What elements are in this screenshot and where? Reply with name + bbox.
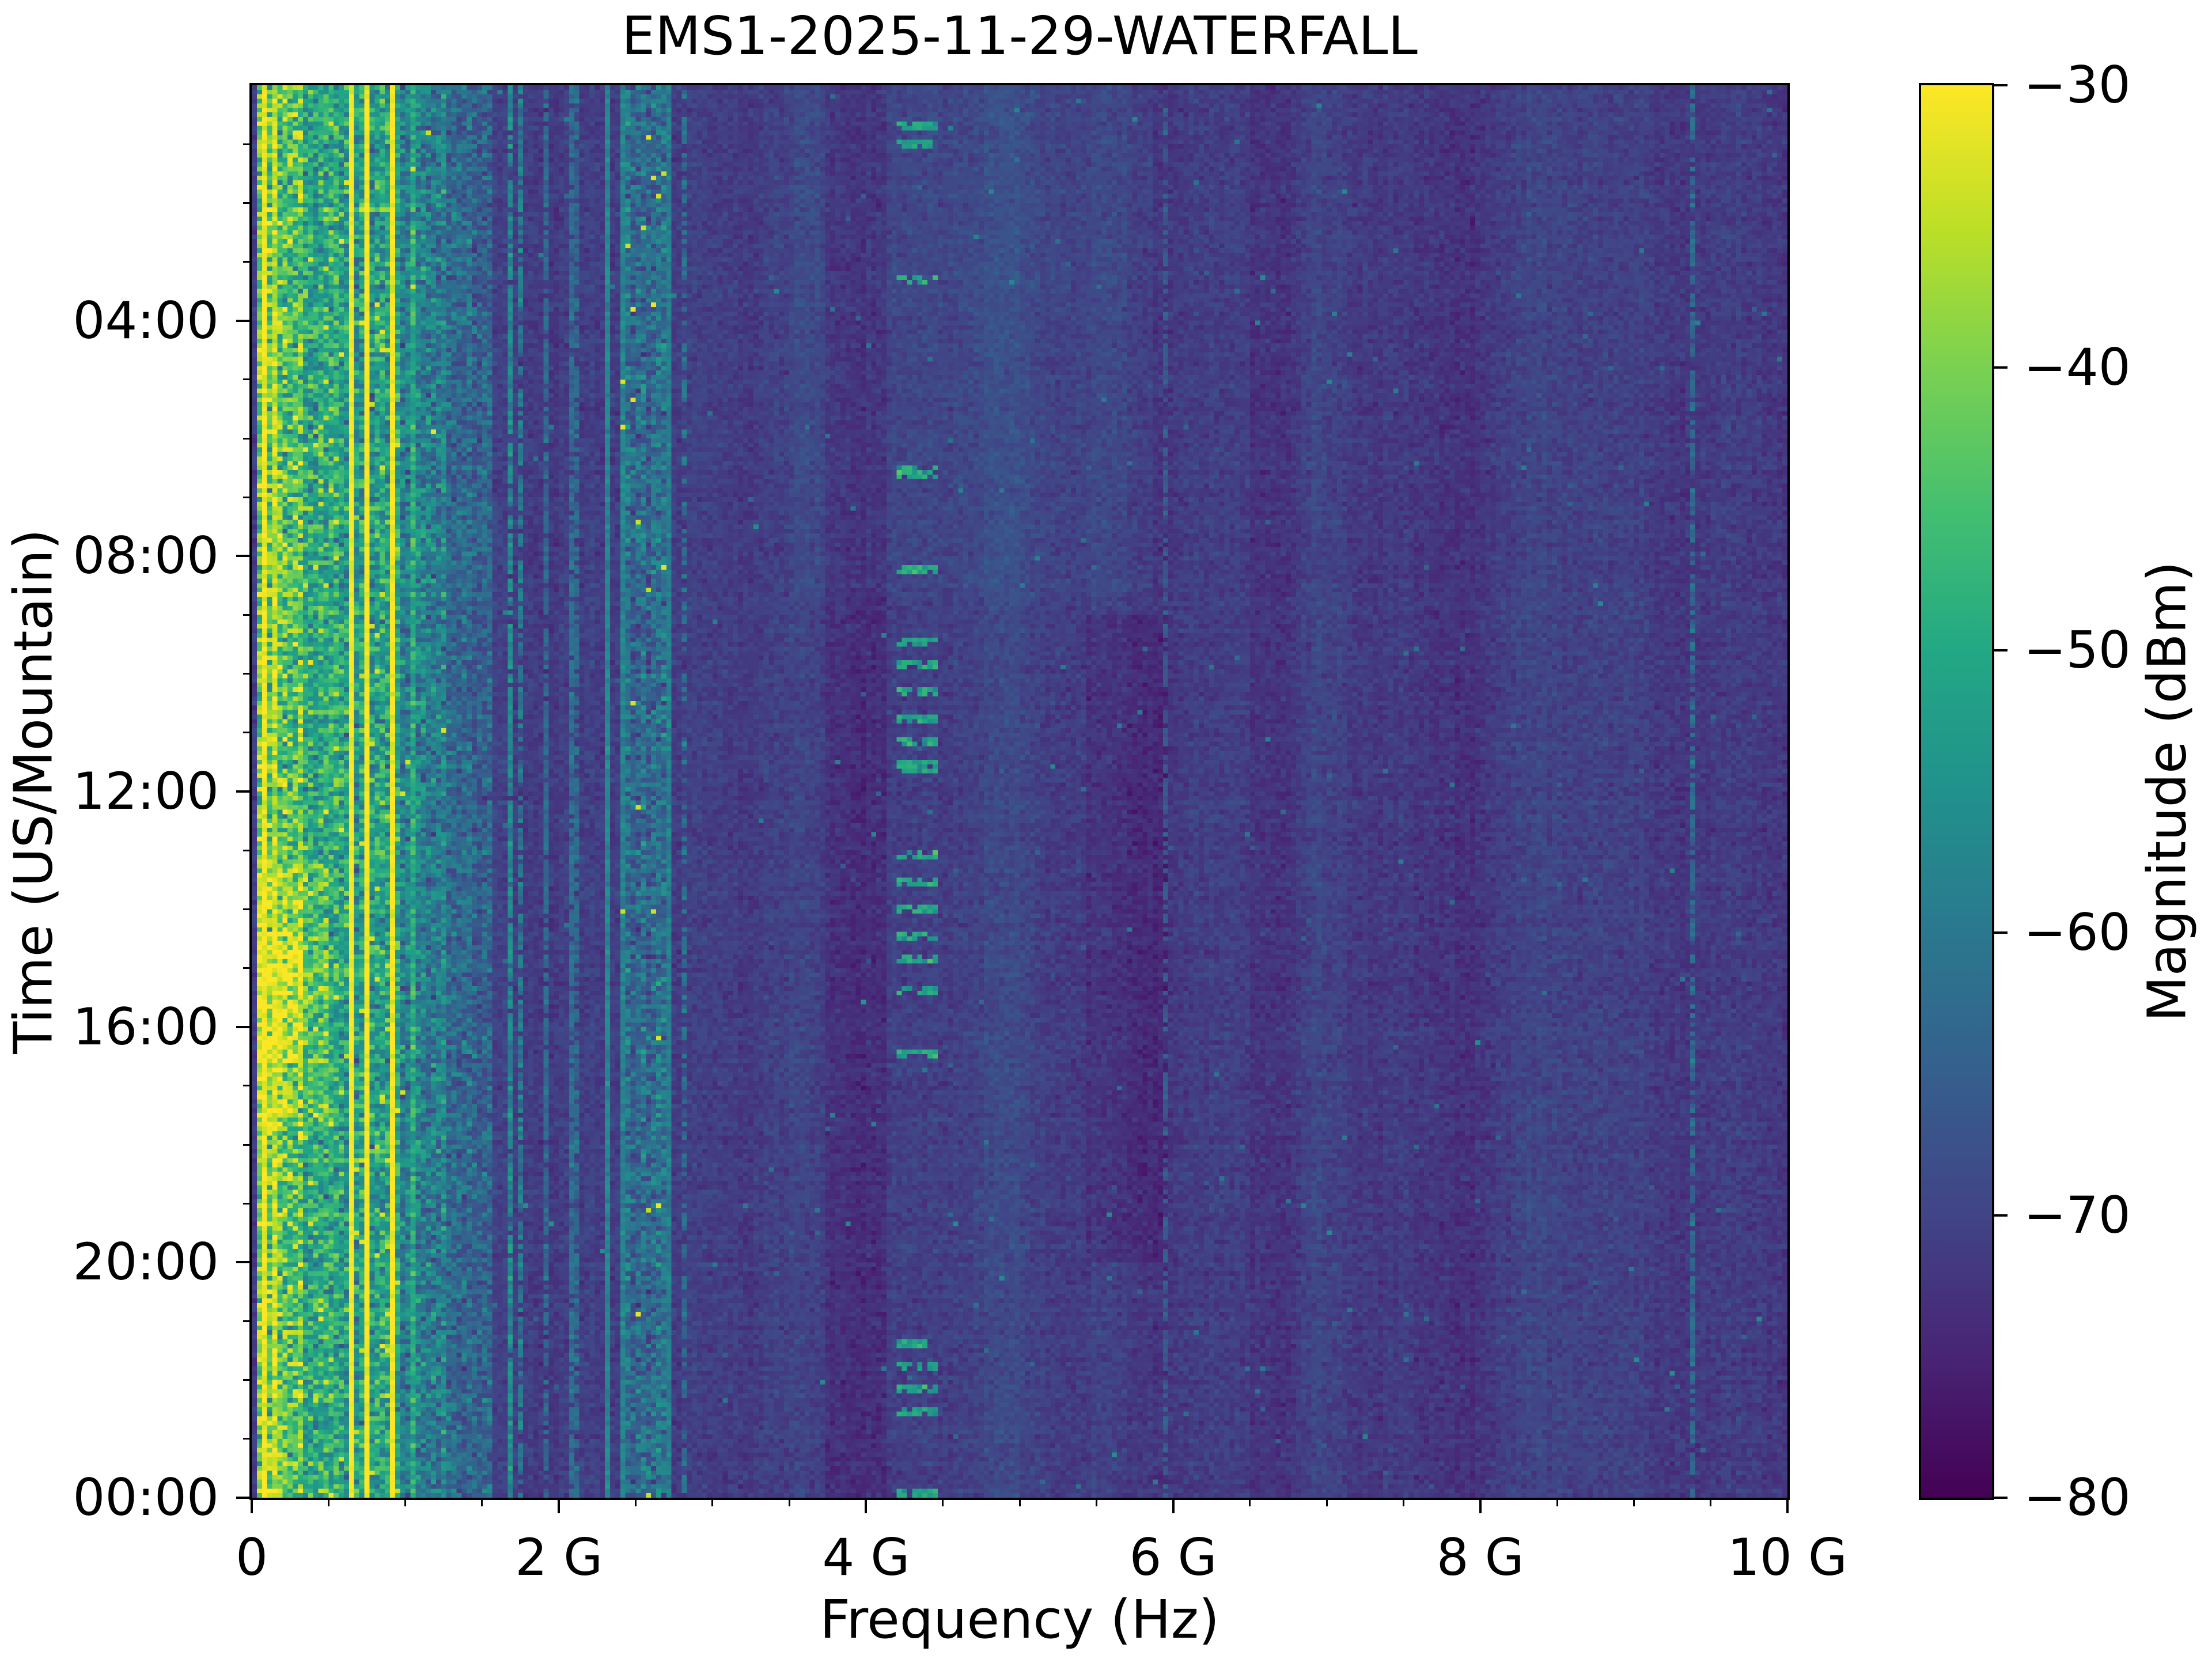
x-minor-tick: [1249, 1498, 1251, 1506]
y-minor-tick: [243, 202, 252, 204]
x-minor-tick: [327, 1498, 329, 1506]
y-minor-tick: [243, 378, 252, 381]
x-minor-tick: [711, 1498, 714, 1506]
colorbar-tick: [1992, 1497, 2008, 1499]
y-minor-tick: [243, 437, 252, 440]
x-tick-label: 0: [236, 1528, 268, 1587]
y-minor-tick: [243, 614, 252, 616]
y-tick-label: 16:00: [73, 997, 219, 1056]
y-minor-tick: [243, 1379, 252, 1381]
x-minor-tick: [1095, 1498, 1097, 1506]
x-minor-tick: [1556, 1498, 1558, 1506]
y-minor-tick: [243, 732, 252, 734]
x-minor-tick: [1018, 1498, 1021, 1506]
x-minor-tick: [1633, 1498, 1635, 1506]
y-tick-label: 08:00: [73, 526, 219, 586]
x-minor-tick: [1710, 1498, 1712, 1506]
x-major-tick: [1479, 1498, 1482, 1513]
y-major-tick: [236, 1025, 252, 1028]
x-minor-tick: [635, 1498, 637, 1506]
y-minor-tick: [243, 849, 252, 851]
y-minor-tick: [243, 496, 252, 498]
x-major-tick: [865, 1498, 868, 1513]
plot-area: [249, 83, 1790, 1500]
colorbar-tick-label: −40: [2024, 338, 2131, 397]
x-major-tick: [1172, 1498, 1175, 1513]
colorbar-tick: [1992, 366, 2008, 369]
x-tick-label: 2 G: [515, 1528, 603, 1587]
x-minor-tick: [1325, 1498, 1328, 1506]
x-minor-tick: [1403, 1498, 1404, 1506]
y-axis-label: Time (US/Mountain): [2, 529, 65, 1054]
x-tick-label: 4 G: [822, 1528, 910, 1587]
y-minor-tick: [243, 143, 252, 145]
x-minor-tick: [481, 1498, 483, 1506]
chart-title: EMS1-2025-11-29-WATERFALL: [622, 5, 1418, 67]
y-major-tick: [236, 1497, 252, 1499]
colorbar: [1919, 83, 1994, 1500]
x-major-tick: [251, 1498, 253, 1513]
y-tick-label: 12:00: [73, 762, 219, 821]
x-major-tick: [558, 1498, 560, 1513]
x-tick-label: 6 G: [1129, 1528, 1217, 1587]
y-major-tick: [236, 555, 252, 558]
x-tick-label: 8 G: [1436, 1528, 1524, 1587]
y-minor-tick: [243, 1143, 252, 1146]
colorbar-tick-label: −30: [2024, 55, 2131, 115]
x-tick-label: 10 G: [1727, 1528, 1848, 1587]
x-axis-label: Frequency (Hz): [820, 1589, 1219, 1650]
y-tick-label: 00:00: [73, 1468, 219, 1527]
colorbar-tick-label: −50: [2024, 620, 2131, 680]
x-minor-tick: [788, 1498, 790, 1506]
y-minor-tick: [243, 1320, 252, 1322]
spectrogram-heatmap: [252, 85, 1787, 1498]
y-minor-tick: [243, 967, 252, 969]
colorbar-tick-label: −80: [2024, 1468, 2131, 1527]
y-major-tick: [236, 790, 252, 793]
colorbar-label: Magnitude (dBm): [2136, 561, 2198, 1022]
y-tick-label: 04:00: [73, 290, 219, 350]
y-minor-tick: [243, 1202, 252, 1205]
colorbar-tick: [1992, 84, 2008, 86]
y-minor-tick: [243, 1438, 252, 1440]
y-major-tick: [236, 1261, 252, 1264]
y-major-tick: [236, 319, 252, 322]
y-minor-tick: [243, 261, 252, 263]
y-tick-label: 20:00: [73, 1232, 219, 1292]
y-minor-tick: [243, 673, 252, 675]
x-major-tick: [1786, 1498, 1789, 1513]
colorbar-tick: [1992, 1214, 2008, 1217]
colorbar-tick: [1992, 649, 2008, 652]
x-minor-tick: [942, 1498, 944, 1506]
colorbar-tick-label: −60: [2024, 903, 2131, 963]
y-minor-tick: [243, 908, 252, 910]
x-minor-tick: [404, 1498, 407, 1506]
y-minor-tick: [243, 1085, 252, 1087]
colorbar-tick: [1992, 931, 2008, 934]
colorbar-tick-label: −70: [2024, 1185, 2131, 1245]
